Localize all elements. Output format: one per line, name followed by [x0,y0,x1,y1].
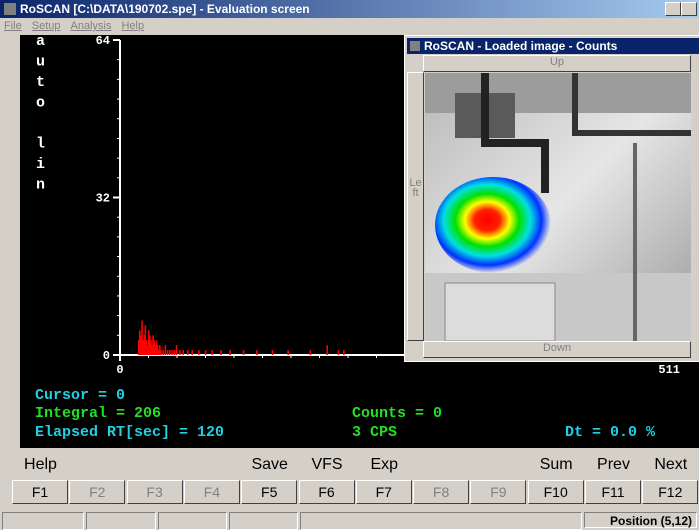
dt-readout: Dt = 0.0 % [565,424,655,441]
cursor-readout: Cursor = 0 [35,387,125,404]
fkey-button[interactable]: F1 [12,480,68,504]
fkey-button[interactable]: F8 [413,480,469,504]
spectrum-bar [171,350,173,355]
fkey-caption: VFS [299,456,356,474]
fkey-caption: Save [241,456,298,474]
fkey-caption: Exp [356,456,413,474]
app: RoSCAN [C:\DATA\190702.spe] - Evaluation… [0,0,699,530]
spectrum-bar [326,345,328,355]
spectrum-bar [220,350,222,355]
y-tick-label: 0 [103,349,110,363]
fkey-caption: Help [12,456,69,474]
fkey-button[interactable]: F12 [642,480,698,504]
x-tick-label: 0 [116,363,123,377]
fkey-caption: Prev [585,456,642,474]
spectrum-bar [229,350,231,355]
spectrum-bar [174,350,176,355]
fkey-button[interactable]: F5 [241,480,297,504]
spectrum-bar [167,350,169,355]
status-bar: Position (5,12) [0,510,699,530]
fkey-button[interactable]: F6 [299,480,355,504]
y-tick-label: 32 [96,192,110,206]
spectrum-bar [165,345,167,355]
spectrum-bar [169,350,171,355]
spectrum-bar [256,350,258,355]
spectrum-bar [162,350,164,355]
image-window: RoSCAN - Loaded image - Counts Up Down L… [404,35,699,362]
spectrum-bar [187,350,189,355]
spectrum-bar [243,350,245,355]
fkey-button[interactable]: F4 [184,480,240,504]
spectrum-bar [287,350,289,355]
spectrum-bar [343,350,345,355]
left-label: Left [408,178,423,198]
fkey-button[interactable]: F2 [69,480,125,504]
spectrum-bar [272,350,274,355]
counts-readout: Counts = 0 [352,405,442,422]
up-button[interactable]: Up [423,55,691,72]
fkey-button[interactable]: F11 [585,480,641,504]
spectrum-bar [160,350,162,355]
spectrum-bar [182,350,184,355]
fkey-button[interactable]: F3 [127,480,183,504]
fkey-button[interactable]: F9 [470,480,526,504]
fkey-button[interactable]: F10 [528,480,584,504]
left-button[interactable]: Left [407,72,424,341]
image-title-bar: RoSCAN - Loaded image - Counts [407,38,699,54]
y-tick-label: 64 [96,34,110,48]
down-button[interactable]: Down [423,341,691,358]
spectrum-bar [338,350,340,355]
cps-readout: 3 CPS [352,424,397,441]
image-title: RoSCAN - Loaded image - Counts [424,39,617,53]
spectrum-bar [191,350,193,355]
spectrum-bar [205,350,207,355]
loaded-image [425,73,691,341]
spectrum-bar [198,350,200,355]
spectrum-bar [310,350,312,355]
fkey-caption: Sum [528,456,585,474]
position-status: Position (5,12) [584,512,697,528]
spectrum-bar [176,345,178,355]
integral-readout: Integral = 206 [35,405,161,422]
x-tick-label: 511 [658,363,680,377]
elapsed-readout: Elapsed RT[sec] = 120 [35,424,224,441]
fkey-button[interactable]: F7 [356,480,412,504]
spectrum-bar [179,350,181,355]
spectrum-bar [211,350,213,355]
fkey-caption: Next [642,456,699,474]
